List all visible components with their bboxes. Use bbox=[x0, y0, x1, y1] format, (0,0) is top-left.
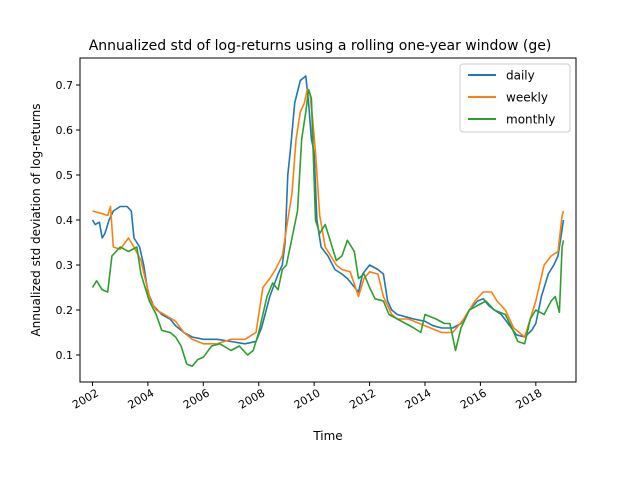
y-tick-label: 0.6 bbox=[56, 124, 74, 137]
chart-title: Annualized std of log-returns using a ro… bbox=[89, 38, 552, 54]
x-axis-label: Time bbox=[312, 429, 342, 443]
y-tick-label: 0.3 bbox=[56, 259, 74, 272]
y-tick-label: 0.1 bbox=[56, 349, 74, 362]
x-tick-label: 2002 bbox=[70, 386, 101, 411]
x-axis: 2002 2004 2006 2008 2010 2012 2014 2016 2018 bbox=[70, 382, 544, 412]
y-tick-label: 0.7 bbox=[56, 79, 74, 92]
legend-box bbox=[459, 63, 571, 133]
y-axis: 0.1 0.2 0.3 0.4 0.5 0.6 0.7 bbox=[56, 79, 80, 362]
x-tick-label: 2018 bbox=[514, 386, 545, 411]
y-tick-label: 0.4 bbox=[56, 214, 74, 227]
x-tick-label: 2006 bbox=[181, 386, 212, 411]
series-line-weekly bbox=[92, 88, 565, 345]
legend-label-monthly: monthly bbox=[506, 113, 555, 127]
series-layer bbox=[91, 75, 565, 368]
x-tick-label: 2010 bbox=[292, 386, 323, 411]
x-tick-label: 2012 bbox=[347, 386, 378, 411]
legend-label-weekly: weekly bbox=[506, 91, 548, 105]
legend-label-daily: daily bbox=[506, 69, 535, 83]
x-tick-label: 2014 bbox=[403, 386, 434, 411]
y-axis-label: Annualized std deviation of log-returns bbox=[29, 103, 43, 336]
x-tick-label: 2016 bbox=[458, 386, 489, 411]
y-tick-label: 0.5 bbox=[56, 169, 74, 182]
legend: daily weekly monthly bbox=[459, 63, 571, 133]
x-tick-label: 2004 bbox=[126, 386, 157, 411]
y-tick-label: 0.2 bbox=[56, 304, 74, 317]
x-tick-label: 2008 bbox=[236, 386, 267, 411]
series-line-monthly bbox=[91, 88, 565, 368]
